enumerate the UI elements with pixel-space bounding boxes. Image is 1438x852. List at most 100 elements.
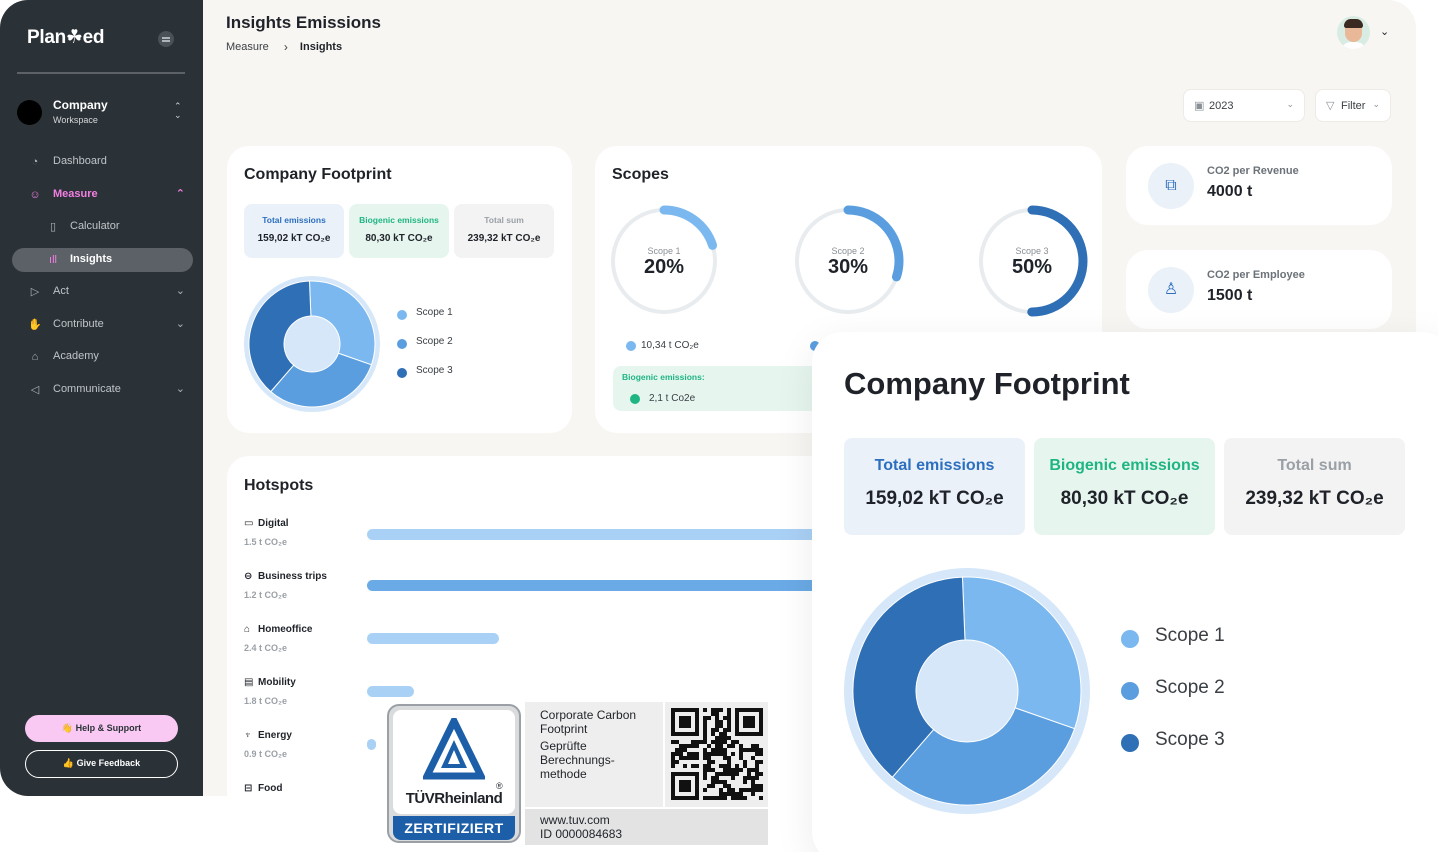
chevron-down-icon: ⌄ bbox=[1286, 99, 1294, 109]
tuv-url[interactable]: www.tuv.com bbox=[540, 813, 610, 827]
sidebar-item-label: Insights bbox=[70, 253, 113, 265]
user-avatar[interactable] bbox=[1337, 16, 1370, 49]
stat-value: 159,02 kT CO₂e bbox=[865, 488, 1004, 509]
sidebar-item-dashboard[interactable]: ◔ Dashboard bbox=[12, 150, 193, 174]
footprint-donut-chart-large bbox=[844, 568, 1090, 814]
sidebar-item-label: Measure bbox=[53, 188, 98, 200]
sidebar-item-insights[interactable]: ıll Insights bbox=[12, 248, 193, 272]
hotspot-mobility: ▤ Mobility 1.8 t CO₂e bbox=[244, 677, 354, 706]
sidebar-item-label: Act bbox=[53, 285, 69, 297]
chevron-up-icon: ⌃ bbox=[175, 188, 185, 200]
legend-dot-scope3 bbox=[1121, 734, 1139, 752]
chevron-down-icon[interactable]: ⌄ bbox=[1380, 26, 1390, 38]
stat-label: Total emissions bbox=[874, 457, 995, 474]
sidebar-item-measure[interactable]: ☺ Measure ⌃ bbox=[12, 183, 193, 207]
card-title: Scopes bbox=[612, 166, 669, 183]
hotspot-food: ⊟ Food bbox=[244, 783, 354, 794]
sidebar-item-contribute[interactable]: ✋ Contribute ⌄ bbox=[12, 313, 193, 337]
hand-icon: ✋ bbox=[28, 319, 42, 331]
tuv-triangle-icon bbox=[423, 718, 485, 780]
scope1-gauge-label: Scope 1 20% bbox=[624, 246, 704, 279]
hotspot-name: Mobility bbox=[258, 677, 296, 688]
kpi-value: 4000 t bbox=[1207, 183, 1253, 200]
stat-label: Biogenic emissions bbox=[1049, 457, 1200, 474]
legend-dot-scope1 bbox=[1121, 630, 1139, 648]
sidebar-item-label: Calculator bbox=[70, 220, 120, 232]
food-icon: ⊟ bbox=[244, 783, 253, 794]
hotspot-name: Business trips bbox=[258, 571, 327, 582]
scope3-gauge-label: Scope 3 50% bbox=[992, 246, 1072, 279]
give-feedback-button[interactable]: 👍 Give Feedback bbox=[25, 750, 178, 778]
bar-chart-icon: ıll bbox=[49, 254, 57, 266]
legend-dot-scope3 bbox=[397, 368, 407, 378]
stat-label: Biogenic emissions bbox=[359, 215, 439, 225]
sidebar-item-label: Contribute bbox=[53, 318, 104, 330]
hotspot-value: 1.2 t CO₂e bbox=[244, 590, 288, 600]
stat-label: Total sum bbox=[484, 215, 524, 225]
help-support-button[interactable]: 👋 Help & Support bbox=[25, 715, 178, 742]
biogenic-box: Biogenic emissions: 2,1 t Co2e bbox=[613, 366, 823, 411]
filter-label: Filter bbox=[1341, 100, 1366, 112]
scope2-gauge bbox=[792, 205, 904, 317]
donut-slice-scope1 bbox=[308, 280, 376, 366]
stat-label: Total sum bbox=[1277, 457, 1352, 474]
kpi-title: CO2 per Revenue bbox=[1207, 165, 1299, 177]
year-select[interactable]: ▣ 2023 ⌄ bbox=[1183, 89, 1305, 122]
tuv-certificate-badge: ® TÜVRheinland ZERTIFIZIERT Corporate Ca… bbox=[383, 702, 768, 845]
stat-value: 159,02 kT CO₂e bbox=[257, 233, 331, 244]
gauge-icon: ☺ bbox=[29, 189, 41, 201]
avatar-shirt bbox=[1341, 42, 1366, 49]
biogenic-dot bbox=[630, 394, 640, 404]
hotspot-value: 1.5 t CO₂e bbox=[244, 537, 288, 547]
breadcrumb: Measure › Insights bbox=[226, 40, 342, 54]
planted-logo[interactable]: Plan☘ed bbox=[27, 27, 105, 48]
legend-scope1: Scope 1 bbox=[1155, 625, 1225, 646]
calculator-icon: ▯ bbox=[49, 221, 57, 233]
donut-slice-scope3 bbox=[248, 280, 312, 393]
sidebar-item-act[interactable]: ▷ Act ⌄ bbox=[12, 280, 193, 304]
breadcrumb-measure[interactable]: Measure bbox=[226, 41, 269, 53]
card-title: Hotspots bbox=[244, 477, 314, 494]
hotspot-homeoffice: ⌂ Homeoffice 2.4 t CO₂e bbox=[244, 624, 354, 653]
hotspot-bar-homeoffice bbox=[367, 633, 499, 644]
legend-dot-scope1 bbox=[397, 310, 407, 320]
kpi-value: 1500 t bbox=[1207, 287, 1253, 304]
stat-value: 80,30 kT CO₂e bbox=[365, 233, 433, 244]
hotspot-value: 1.8 t CO₂e bbox=[244, 696, 288, 706]
biogenic-label: Biogenic emissions: bbox=[622, 372, 705, 382]
page-title: Insights Emissions bbox=[226, 13, 381, 32]
sidebar-item-calculator[interactable]: ▯ Calculator bbox=[12, 215, 193, 239]
donut-slice-scope2 bbox=[891, 707, 1076, 806]
legend-scope3: Scope 3 bbox=[416, 365, 453, 376]
scope1-amount: 10,34 t CO₂e bbox=[641, 340, 699, 351]
filter-button[interactable]: ▽ Filter ⌄ bbox=[1315, 89, 1391, 122]
tuv-id: ID 0000084683 bbox=[540, 827, 623, 841]
legend-scope2: Scope 2 bbox=[416, 336, 453, 347]
legend-scope1: Scope 1 bbox=[416, 307, 453, 318]
scope2-amount-dot bbox=[810, 341, 820, 351]
play-icon: ▷ bbox=[30, 286, 40, 298]
biogenic-emissions-stat: Biogenic emissions 80,30 kT CO₂e bbox=[1034, 438, 1215, 535]
gauge-percent: 30% bbox=[827, 256, 869, 278]
hotspot-name: Digital bbox=[258, 518, 289, 529]
hotspot-digital: ▭ Digital 1.5 t CO₂e bbox=[244, 518, 354, 547]
tuv-qr-code[interactable] bbox=[665, 702, 768, 807]
workspace-switcher[interactable]: Company Workspace ⌃ ⌄ bbox=[17, 96, 187, 128]
hotspot-energy: ♆ Energy 0.9 t CO₂e bbox=[244, 730, 354, 759]
tuv-logo-inner: ® TÜVRheinland bbox=[393, 710, 515, 814]
gauge-arc bbox=[976, 205, 1088, 317]
car-icon: ⊖ bbox=[244, 571, 253, 582]
hotspot-bar-energy bbox=[367, 739, 376, 750]
company-footprint-card: Company Footprint Total emissions 159,02… bbox=[227, 146, 572, 433]
tuv-line: methode bbox=[540, 767, 587, 781]
sidebar-item-academy[interactable]: ⌂ Academy bbox=[12, 345, 193, 369]
gauge-arc bbox=[792, 205, 904, 317]
donut-slice-scope2 bbox=[270, 352, 373, 408]
collapse-menu-icon[interactable] bbox=[158, 31, 174, 47]
scope3-gauge bbox=[976, 205, 1088, 317]
tuv-line: Corporate Carbon bbox=[540, 708, 637, 722]
gauge-arc bbox=[608, 205, 720, 317]
sidebar-item-communicate[interactable]: ◁ Communicate ⌄ bbox=[12, 378, 193, 402]
hotspot-name: Energy bbox=[258, 730, 292, 741]
tuv-line: Berechnungs- bbox=[540, 753, 615, 767]
